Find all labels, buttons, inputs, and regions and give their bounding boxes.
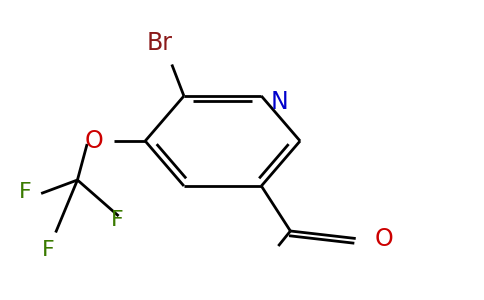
- Text: N: N: [271, 90, 289, 114]
- Text: F: F: [111, 211, 124, 230]
- Text: F: F: [42, 240, 55, 260]
- Text: Br: Br: [147, 32, 173, 56]
- Text: O: O: [85, 129, 104, 153]
- Text: O: O: [375, 226, 394, 250]
- Text: F: F: [19, 182, 31, 202]
